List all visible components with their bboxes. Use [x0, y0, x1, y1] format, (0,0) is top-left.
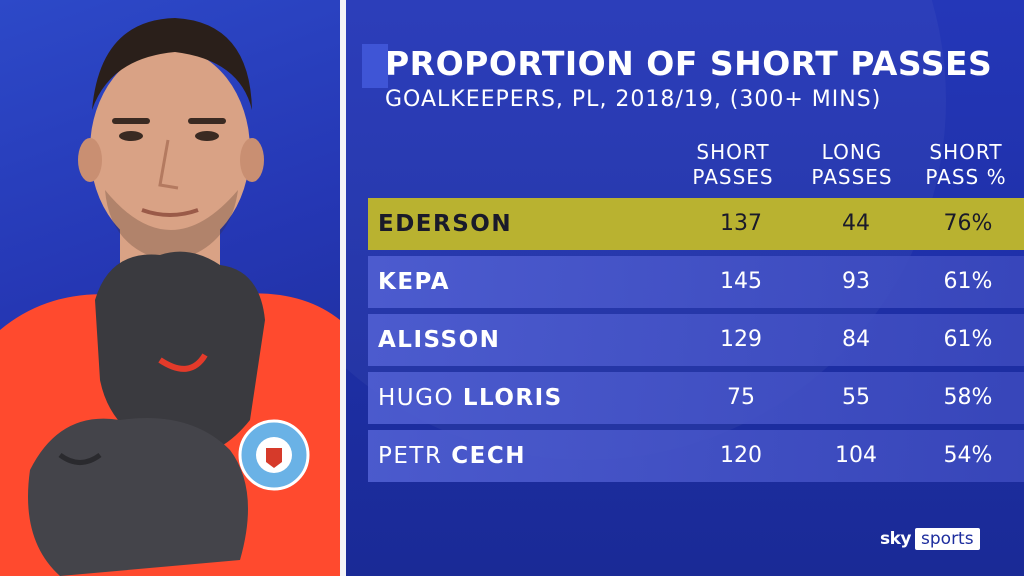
logo-sky-text: sky — [880, 529, 912, 549]
player-name: KEPA — [378, 256, 450, 308]
player-last-name: LLORIS — [462, 385, 563, 411]
long-passes-value: 84 — [842, 327, 870, 352]
player-photo — [0, 0, 340, 576]
short-pass-pct-value: 76% — [943, 211, 993, 236]
long-passes-value: 55 — [842, 385, 870, 410]
column-header-line: SHORT — [929, 140, 1003, 164]
column-header-line: PASS % — [925, 165, 1007, 189]
panel-divider — [340, 0, 346, 576]
table-row-lloris: HUGO LLORIS 75 55 58% — [368, 372, 1024, 424]
player-name: PETR CECH — [378, 430, 526, 482]
sky-sports-logo: sky sports — [876, 528, 980, 550]
player-first-name: HUGO — [378, 385, 455, 411]
short-passes-value: 75 — [727, 385, 755, 410]
player-name: HUGO LLORIS — [378, 372, 563, 424]
player-name: ALISSON — [378, 314, 500, 366]
short-pass-pct-value: 61% — [943, 327, 993, 352]
player-last-name: ALISSON — [378, 327, 501, 353]
chart-subtitle: GOALKEEPERS, PL, 2018/19, (300+ MINS) — [385, 87, 882, 112]
short-passes-value: 145 — [720, 269, 762, 294]
goalkeeper-illustration — [0, 18, 340, 576]
short-passes-value: 120 — [720, 443, 762, 468]
column-header-short-passes: SHORT PASSES — [668, 140, 798, 190]
short-pass-pct-value: 58% — [943, 385, 993, 410]
column-header-line: LONG — [821, 140, 883, 164]
long-passes-value: 44 — [842, 211, 870, 236]
column-header-line: PASSES — [811, 165, 893, 189]
short-passes-value: 129 — [720, 327, 762, 352]
title-accent-block — [362, 44, 388, 88]
chart-title: PROPORTION OF SHORT PASSES — [385, 44, 993, 83]
table-row-cech: PETR CECH 120 104 54% — [368, 430, 1024, 482]
long-passes-value: 104 — [835, 443, 877, 468]
player-last-name: CECH — [451, 443, 526, 469]
player-last-name: EDERSON — [378, 211, 513, 237]
short-pass-pct-value: 54% — [943, 443, 993, 468]
long-passes-value: 93 — [842, 269, 870, 294]
table-row-kepa: KEPA 145 93 61% — [368, 256, 1024, 308]
player-name: EDERSON — [378, 198, 512, 250]
player-last-name: KEPA — [378, 269, 451, 295]
column-header-short-pass-pct: SHORT PASS % — [901, 140, 1024, 190]
column-header-line: SHORT — [696, 140, 770, 164]
column-header-line: PASSES — [692, 165, 774, 189]
table-row-alisson: ALISSON 129 84 61% — [368, 314, 1024, 366]
table-row-ederson: EDERSON 137 44 76% — [368, 198, 1024, 250]
short-passes-value: 137 — [720, 211, 762, 236]
column-header-long-passes: LONG PASSES — [787, 140, 917, 190]
logo-sports-text: sports — [915, 528, 980, 550]
player-first-name: PETR — [378, 443, 443, 469]
short-pass-pct-value: 61% — [943, 269, 993, 294]
